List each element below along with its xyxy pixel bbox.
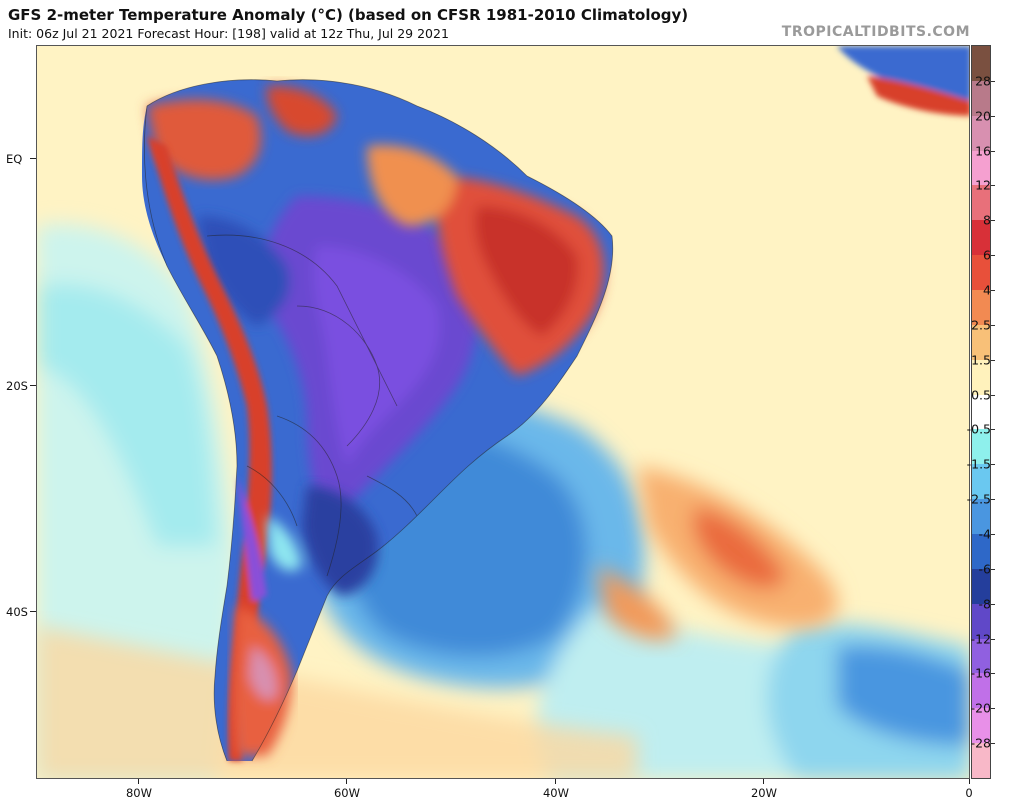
- colorbar-label: 2.5: [971, 317, 991, 333]
- country-borders: [143, 79, 614, 762]
- colorbar-swatch: [972, 185, 990, 221]
- colorbar-swatch: [972, 708, 990, 744]
- colorbar-swatch: [972, 255, 990, 291]
- colorbar-label: -0.5: [966, 421, 991, 437]
- colorbar-tick: [991, 499, 995, 501]
- colorbar-label: -28: [970, 735, 991, 751]
- temperature-anomaly-map: [36, 45, 970, 779]
- colorbar-swatch: [972, 534, 990, 570]
- colorbar-swatch: [972, 220, 990, 256]
- colorbar-swatch: [972, 429, 990, 465]
- lon-tick: [555, 779, 556, 784]
- colorbar-label: -4: [978, 526, 991, 542]
- lat-label-eq: EQ: [6, 152, 23, 166]
- map-canvas: [37, 46, 969, 778]
- lat-label-20s: 20S: [6, 379, 28, 393]
- colorbar-swatch: [972, 603, 990, 640]
- colorbar-label: -8: [978, 596, 991, 612]
- colorbar-tick: [991, 290, 995, 291]
- colorbar-label: 8: [983, 212, 991, 228]
- colorbar-tick: [991, 394, 995, 396]
- colorbar-tick: [991, 708, 995, 710]
- colorbar-swatch: [972, 499, 990, 535]
- colorbar-tick: [991, 115, 995, 117]
- lon-label-40w: 40W: [542, 786, 570, 800]
- colorbar-tick: [991, 568, 995, 570]
- lon-tick: [138, 779, 139, 784]
- colorbar-tick: [991, 638, 995, 640]
- colorbar-label: -20: [970, 700, 991, 716]
- colorbar-swatch: [972, 743, 990, 779]
- colorbar-tick: [991, 359, 995, 361]
- colorbar-tick: [991, 150, 995, 152]
- colorbar-swatch: [972, 568, 990, 605]
- colorbar-label: 6: [983, 247, 991, 263]
- southern-warm-band: [37, 626, 637, 778]
- lon-label-60w: 60W: [333, 786, 361, 800]
- colorbar-label: -1.5: [966, 456, 991, 472]
- colorbar-swatch: [972, 46, 990, 82]
- map-title: GFS 2-meter Temperature Anomaly (°C) (ba…: [8, 6, 689, 24]
- colorbar-swatch: [972, 290, 990, 326]
- brand-watermark: TROPICALTIDBITS.COM: [781, 24, 970, 40]
- colorbar-tick: [991, 603, 995, 605]
- colorbar: [971, 45, 991, 779]
- lat-tick: [30, 611, 36, 612]
- colorbar-label: 28: [975, 73, 991, 89]
- lat-tick: [30, 385, 36, 386]
- colorbar-label: -2.5: [966, 491, 991, 507]
- colorbar-tick: [991, 185, 995, 187]
- colorbar-swatch: [972, 324, 990, 361]
- colorbar-swatch: [972, 638, 990, 674]
- colorbar-label: 0.5: [971, 387, 991, 403]
- lat-tick: [30, 158, 36, 159]
- colorbar-tick: [991, 464, 995, 466]
- colorbar-label: -6: [978, 561, 991, 577]
- colorbar-label: 16: [975, 143, 991, 159]
- colorbar-label: -16: [970, 665, 991, 681]
- lon-label-0: 0: [965, 786, 973, 800]
- colorbar-swatch: [972, 394, 990, 430]
- colorbar-swatch: [972, 150, 990, 186]
- colorbar-tick: [991, 220, 995, 222]
- colorbar-tick: [991, 324, 995, 326]
- map-subtitle: Init: 06z Jul 21 2021 Forecast Hour: [19…: [8, 26, 449, 41]
- colorbar-label: 1.5: [971, 352, 991, 368]
- south-america-landmass: [142, 79, 613, 761]
- colorbar-swatch: [972, 359, 990, 396]
- colorbar-tick: [991, 743, 995, 745]
- colorbar-label: 4: [983, 282, 991, 298]
- colorbar-swatch: [972, 673, 990, 709]
- lon-label-80w: 80W: [125, 786, 153, 800]
- colorbar-swatch: [972, 115, 990, 152]
- lat-label-40s: 40S: [6, 605, 28, 619]
- colorbar-tick: [991, 255, 995, 257]
- colorbar-tick: [991, 80, 995, 82]
- africa-coast-anomaly: [837, 46, 969, 116]
- colorbar-tick: [991, 673, 995, 675]
- lon-label-20w: 20W: [750, 786, 778, 800]
- colorbar-label: 20: [975, 108, 991, 124]
- colorbar-swatch: [972, 464, 990, 500]
- warm-atlantic-anomaly: [597, 466, 838, 640]
- lon-tick: [346, 779, 347, 784]
- colorbar-swatch: [972, 80, 990, 117]
- colorbar-tick: [991, 534, 995, 535]
- lon-tick: [763, 779, 764, 784]
- colorbar-tick: [991, 429, 995, 431]
- colorbar-label: 12: [975, 177, 991, 193]
- colorbar-label: -12: [970, 631, 991, 647]
- lon-tick: [969, 779, 970, 784]
